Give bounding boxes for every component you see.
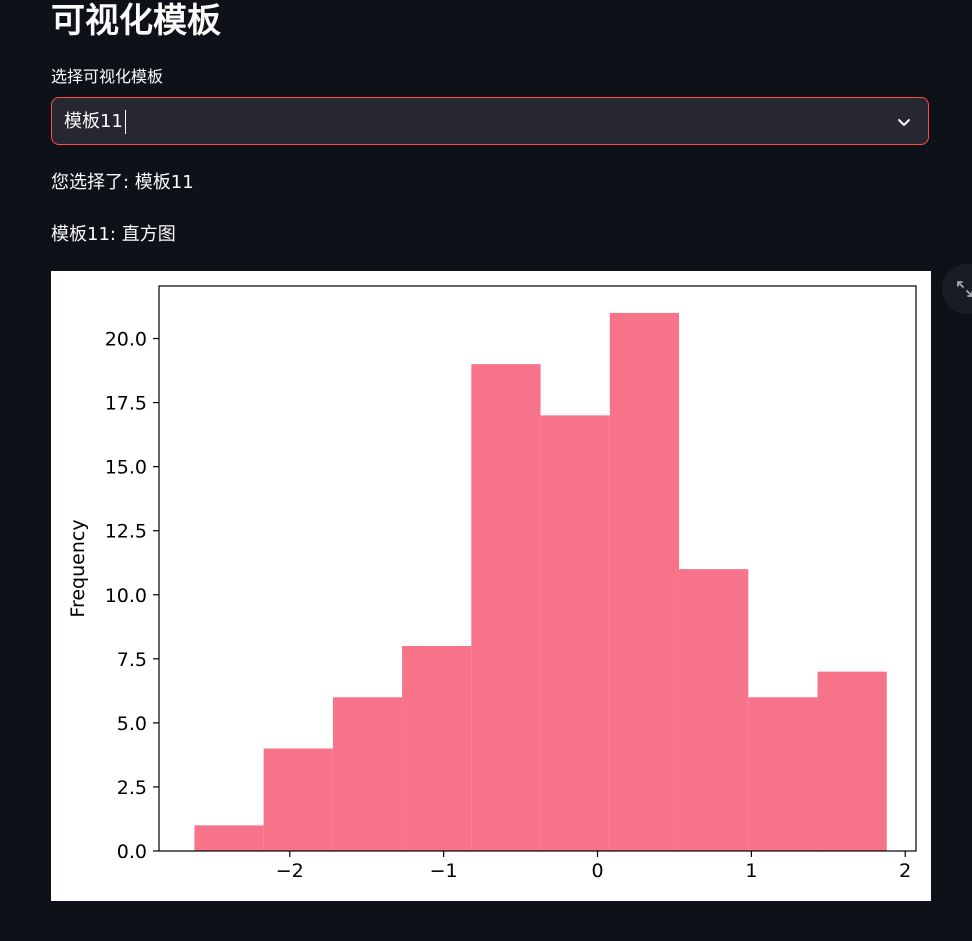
histogram-bar: [748, 697, 818, 851]
y-axis-label: Frequency: [67, 519, 89, 617]
histogram-bar: [471, 364, 541, 851]
histogram-chart-container: −2 −1 0 1 2 0.0 2.5 5.0 7.5 10.0 12.5 15.0 17.5 20.0 F…: [51, 271, 931, 901]
page-title: 可视化模板: [51, 1, 221, 41]
fullscreen-button[interactable]: [942, 264, 972, 314]
histogram-bar: [609, 312, 680, 851]
x-tick-label: −2: [276, 860, 304, 882]
y-tick-label: 10.0: [105, 585, 147, 607]
y-tick-label: 12.5: [105, 521, 147, 543]
template-select[interactable]: 模板11: [51, 97, 929, 145]
template-select-label: 选择可视化模板: [51, 67, 164, 86]
y-tick-label: 2.5: [117, 777, 147, 799]
x-tick-label: 2: [899, 860, 911, 882]
x-tick-label: 1: [745, 860, 757, 882]
chart-caption: 模板11: 直方图: [51, 224, 176, 245]
histogram-bar: [263, 748, 333, 851]
histogram-bar: [817, 671, 887, 851]
plot-frame: [158, 285, 917, 852]
y-tick-label: 20.0: [105, 329, 147, 351]
y-tick-label: 7.5: [117, 649, 147, 671]
histogram-bar: [332, 697, 403, 851]
template-select-value[interactable]: 模板11: [64, 110, 126, 134]
expand-icon: [957, 281, 972, 297]
histogram-bar: [679, 569, 749, 851]
histogram-bar: [402, 646, 472, 851]
histogram-bar: [194, 825, 264, 851]
y-tick-label: 15.0: [105, 457, 147, 479]
y-tick-label: 17.5: [105, 393, 147, 415]
y-tick-label: 5.0: [117, 713, 147, 735]
x-tick-label: 0: [591, 860, 603, 882]
histogram-bar: [540, 415, 610, 851]
y-tick-label: 0.0: [117, 841, 147, 863]
histogram-chart: −2 −1 0 1 20.02.55.07.510.012.515.017.520.0F…: [67, 285, 917, 882]
selected-message: 您选择了: 模板11: [51, 172, 194, 193]
x-tick-label: −1: [430, 860, 458, 882]
chevron-down-icon[interactable]: [896, 114, 912, 130]
